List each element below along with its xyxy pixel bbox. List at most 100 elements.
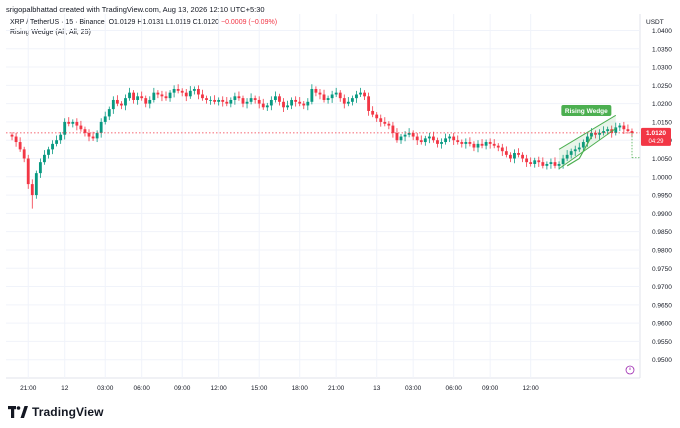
chart-grid xyxy=(6,14,641,379)
price-axis: 1.04001.03501.03001.02501.02001.01501.01… xyxy=(652,28,672,364)
candle-body xyxy=(233,96,237,100)
candle-body xyxy=(241,98,245,104)
candle-body xyxy=(209,99,212,101)
candle-body xyxy=(602,131,606,133)
candle-body xyxy=(594,132,597,135)
candle-body xyxy=(533,160,537,164)
candle-body xyxy=(213,99,217,102)
candle-body xyxy=(180,90,184,93)
candle-body xyxy=(136,96,140,100)
price-tick-label: 0.9500 xyxy=(652,357,672,364)
candle-body xyxy=(148,99,152,104)
candle-body xyxy=(581,142,585,148)
last-price-value: 1.0120 xyxy=(646,130,666,137)
rising-wedge-pattern: Rising Wedge xyxy=(558,104,617,170)
indicator-legend[interactable]: Rising Wedge (All, All, 25) xyxy=(10,29,91,36)
candle-body xyxy=(176,88,180,91)
candle-body xyxy=(314,88,318,93)
last-price-tag xyxy=(641,127,671,146)
candle-body xyxy=(415,136,419,141)
candle-body xyxy=(468,142,472,144)
candle-body xyxy=(278,96,281,102)
candle-body xyxy=(338,92,342,99)
candle-body xyxy=(318,92,322,95)
candle-body xyxy=(598,132,601,135)
candle-body xyxy=(500,147,504,152)
candle-body xyxy=(124,98,127,106)
candle-body xyxy=(496,145,500,148)
candle-body xyxy=(75,121,79,126)
tradingview-logo[interactable]: TradingView xyxy=(8,405,104,419)
price-tick-label: 1.0050 xyxy=(652,156,672,163)
candle-body xyxy=(128,92,131,99)
price-tick-label: 1.0400 xyxy=(652,28,672,35)
candle-body xyxy=(606,129,610,132)
candle-body xyxy=(436,140,439,144)
price-tick-label: 0.9750 xyxy=(652,266,672,273)
candle-body xyxy=(103,116,107,122)
symbol-title[interactable]: XRP / TetherUS · 15 · Binance xyxy=(10,19,105,26)
candle-body xyxy=(346,101,350,104)
candle-body xyxy=(569,151,573,155)
price-tick-label: 1.0300 xyxy=(652,65,672,72)
tradingview-brand-text: TradingView xyxy=(32,405,104,419)
candle-body xyxy=(120,103,123,106)
time-tick-label: 21:00 xyxy=(20,385,37,392)
candle-body xyxy=(379,118,383,122)
candle-body xyxy=(229,99,233,104)
candle-body xyxy=(577,147,581,150)
candle-body xyxy=(34,173,38,196)
candle-body xyxy=(557,163,561,166)
candle-body xyxy=(383,121,387,124)
candle-body xyxy=(427,136,431,139)
candle-body xyxy=(10,134,14,137)
wedge-label-box xyxy=(561,104,612,116)
candle-body xyxy=(444,138,448,143)
candle-body xyxy=(79,125,83,130)
candle-body xyxy=(201,94,204,99)
candle-body xyxy=(359,92,362,95)
candle-body xyxy=(306,101,310,106)
time-tick-label: 09:00 xyxy=(482,385,499,392)
price-tick-label: 0.9900 xyxy=(652,211,672,218)
candle-body xyxy=(508,154,512,159)
candle-body xyxy=(488,142,492,144)
candle-body xyxy=(630,131,634,133)
candle-body xyxy=(225,101,229,104)
currency-label: USDT xyxy=(646,19,664,26)
candle-body xyxy=(310,88,314,102)
time-tick-label: 06:00 xyxy=(134,385,151,392)
candle-body xyxy=(350,98,354,102)
candle-body xyxy=(99,121,103,133)
candle-body xyxy=(152,92,156,100)
candle-body xyxy=(237,96,241,99)
candle-body xyxy=(452,136,456,141)
candle-body xyxy=(330,94,334,99)
ohlc-low: L1.0119 xyxy=(165,19,191,26)
candle-body xyxy=(375,114,379,119)
candle-body xyxy=(484,142,488,146)
time-tick-label: 18:00 xyxy=(292,385,309,392)
candle-body xyxy=(460,142,464,144)
candle-body xyxy=(160,94,164,97)
candle-body xyxy=(367,96,371,111)
candle-body xyxy=(249,98,253,102)
candle-body xyxy=(504,151,508,155)
candle-body xyxy=(205,98,208,100)
candle-body xyxy=(144,98,148,104)
candle-body xyxy=(30,184,34,196)
candle-body xyxy=(419,140,423,143)
candle-body xyxy=(618,125,622,128)
candle-body xyxy=(517,153,520,155)
price-tick-label: 1.0250 xyxy=(652,83,672,90)
overlay-layer: 1.0120 04:29 xyxy=(6,127,671,375)
candle-body xyxy=(565,154,569,159)
candle-body xyxy=(51,143,54,150)
price-tick-label: 1.0350 xyxy=(652,46,672,53)
candle-body xyxy=(26,158,30,185)
candle-body xyxy=(432,136,435,141)
candle-body xyxy=(456,140,460,143)
candle-body xyxy=(245,101,249,104)
